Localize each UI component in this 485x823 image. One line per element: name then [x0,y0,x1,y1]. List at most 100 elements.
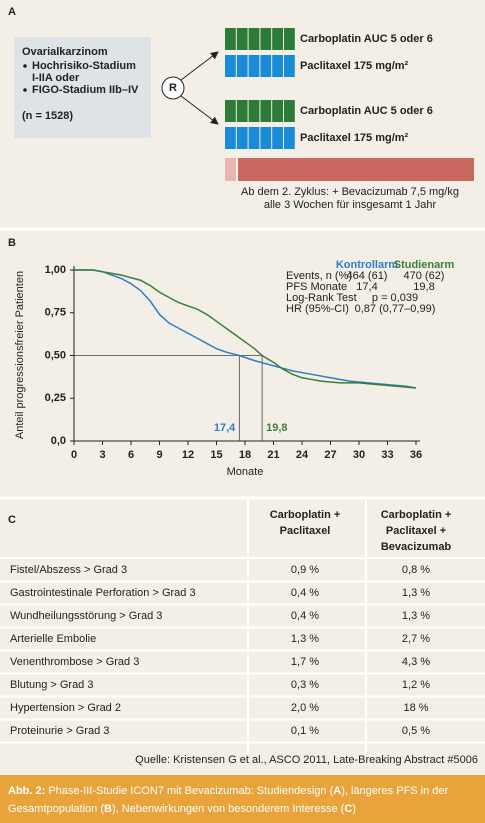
population-line: Hochrisiko-Stadium [32,60,136,72]
cycle-block [260,127,272,149]
cycle-block [225,127,236,149]
stats-label: Events, n (%) [286,270,352,282]
stats-label: Log-Rank Test [286,292,357,304]
y-axis-label: Anteil progressionsfreier Patienten [14,271,26,439]
y-tick-label: 0,50 [45,349,66,361]
cell: 18 % [403,702,428,714]
x-tick-label: 24 [296,449,309,461]
stats-value: 17,4 [356,281,377,293]
stats-label: PFS Monate [286,281,347,293]
randomization-circle [161,76,185,100]
stats-value: 470 (62) [404,270,445,282]
cycle-block [236,127,248,149]
column-header: Bevacizumab [381,541,452,553]
x-tick-label: 12 [182,449,194,461]
source: Quelle: Kristensen G et al., ASCO 2011, … [135,754,478,766]
x-axis-label: Monate [227,466,264,478]
bev-bar [238,158,474,181]
cell: 0,9 % [291,564,319,576]
x-tick-label: 18 [239,449,251,461]
caption-part: ) [352,803,356,815]
bev-start [225,158,236,181]
cycle-block [248,127,260,149]
legend-entry: Studienarm [394,259,455,271]
cycle-block [236,28,248,50]
caption-line: Gesamtpopulation (B), Nebenwirkungen von… [8,803,356,815]
column-header: Paclitaxel + [386,525,446,537]
randomization-label: R [169,82,177,94]
caption-part: Gesamtpopulation ( [8,803,104,815]
cycle-block [248,100,260,122]
drug-label: Carboplatin AUC 5 oder 6 [300,33,433,45]
cycle-block [284,28,295,50]
legend-entry: Kontrollarm [336,259,399,271]
stats-value: 19,8 [413,281,434,293]
cycle-block [284,55,295,77]
y-tick-label: 0,25 [45,392,66,404]
stats-value: p = 0,039 [372,292,418,304]
cell: 1,7 % [291,656,319,668]
cell: 0,4 % [291,610,319,622]
population-box [14,37,151,138]
x-tick-label: 33 [381,449,393,461]
stats-value: 0,87 (0,77–0,99) [355,303,436,315]
bev-note: alle 3 Wochen für insgesamt 1 Jahr [264,199,437,211]
caption-part: Abb. 2: [8,785,45,797]
row-label: Wundheilungsstörung > Grad 3 [10,610,162,622]
panel-label: C [8,514,16,526]
caption-part: C [344,803,352,815]
caption-part: ), längeres PFS in der [341,785,448,797]
cell: 0,4 % [291,587,319,599]
stats-label: HR (95%-CI) [286,303,349,315]
cycle-block [225,100,236,122]
cycle-block [236,100,248,122]
row-label: Venenthrombose > Grad 3 [10,656,139,668]
panel-label: B [8,237,16,249]
panel-label: A [8,6,16,18]
caption-bar [0,775,485,823]
caption-part: B [104,803,112,815]
cell: 0,3 % [291,679,319,691]
row-label: Hypertension > Grad 2 [10,702,121,714]
population-line: FIGO-Stadium IIb–IV [32,84,139,96]
cell: 2,0 % [291,702,319,714]
x-tick-label: 30 [353,449,365,461]
cycle-block [272,100,283,122]
caption-part: Phase-III-Studie ICON7 mit Bevacizumab: … [45,785,333,797]
cycle-block [284,100,295,122]
y-tick-label: 1,00 [45,264,66,276]
x-tick-label: 6 [128,449,134,461]
population-n: (n = 1528) [22,110,73,122]
column-header: Paclitaxel [280,525,331,537]
row-label: Fistel/Abszess > Grad 3 [10,564,127,576]
x-tick-label: 21 [267,449,279,461]
population-title: Ovarialkarzinom [22,46,108,58]
cell: 0,8 % [402,564,430,576]
cell: 1,3 % [291,633,319,645]
cycle-block [248,28,260,50]
median-label: 19,8 [266,422,287,434]
column-header: Carboplatin + [381,509,452,521]
cycle-block [272,55,283,77]
bullet [23,88,27,92]
population-line: I-IIA oder [32,72,80,84]
column-header: Carboplatin + [270,509,341,521]
cycle-block [248,55,260,77]
x-tick-label: 36 [410,449,422,461]
cell: 1,3 % [402,610,430,622]
cell: 1,2 % [402,679,430,691]
bev-note: Ab dem 2. Zyklus: + Bevacizumab 7,5 mg/k… [241,186,459,198]
caption-line: Abb. 2: Phase-III-Studie ICON7 mit Bevac… [8,785,449,797]
caption-part: A [333,785,341,797]
row-label: Gastrointestinale Perforation > Grad 3 [10,587,196,599]
cycle-block [272,28,283,50]
cycle-block [272,127,283,149]
median-label: 17,4 [214,422,236,434]
cycle-block [236,55,248,77]
row-label: Arterielle Embolie [10,633,96,645]
y-tick-label: 0,75 [45,307,66,319]
cell: 1,3 % [402,587,430,599]
survival-curve [74,269,417,389]
cycle-block [260,55,272,77]
stats-value: 464 (61) [347,270,388,282]
